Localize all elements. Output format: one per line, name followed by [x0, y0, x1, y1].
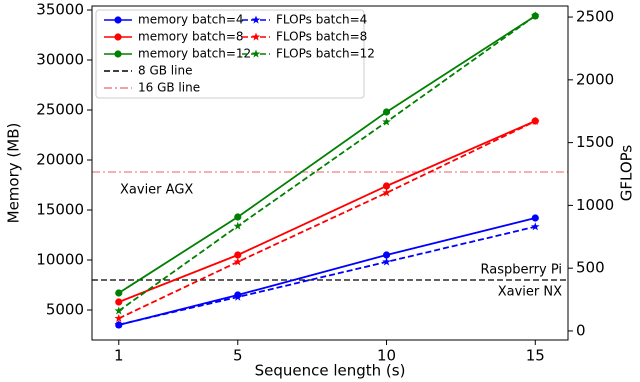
legend-box: [95, 9, 365, 99]
x-tick-label: 10: [377, 347, 396, 365]
x-tick-label: 5: [233, 347, 243, 365]
annotation: Xavier AGX: [120, 183, 193, 198]
marker: [382, 257, 391, 266]
y2-tick-label: 2500: [576, 8, 614, 26]
legend: memory batch=4 memory batch=8 memory batch…: [95, 9, 375, 99]
legend-marker: [114, 16, 122, 24]
x-axis-label: Sequence length (s): [255, 362, 406, 380]
y-tick-label: 5000: [46, 301, 84, 319]
series-line: [118, 217, 536, 326]
marker: [233, 292, 243, 301]
marker: [115, 298, 123, 306]
legend-marker: [251, 15, 261, 24]
marker: [233, 257, 243, 266]
marker: [382, 108, 391, 116]
legend-label: memory batch=4: [138, 13, 244, 27]
series-line: [118, 15, 536, 312]
marker: [531, 214, 539, 222]
marker: [531, 11, 540, 20]
legend-label: 16 GB line: [138, 81, 200, 95]
y-tick-label: 20000: [36, 151, 84, 169]
y-tick-label: 30000: [36, 51, 84, 69]
legend-marker: [251, 49, 261, 58]
plot-frame: [91, 5, 569, 341]
legend-label: memory batch=12: [138, 47, 251, 61]
marker: [114, 306, 124, 315]
marker: [382, 188, 391, 197]
marker: [114, 320, 124, 329]
annotation: Xavier NX: [498, 285, 562, 300]
y-tick-label: 35000: [36, 1, 84, 19]
x-tick-label: 1: [114, 347, 124, 365]
y-tick-label: 25000: [36, 101, 84, 119]
series-line: [118, 120, 536, 320]
y2-tick-label: 0: [576, 321, 586, 339]
marker: [382, 182, 391, 190]
marker: [531, 116, 540, 125]
y2-tick-label: 1000: [576, 196, 614, 214]
marker: [233, 221, 243, 230]
legend-label: FLOPs batch=12: [276, 47, 375, 61]
marker: [382, 117, 391, 126]
legend-marker: [114, 33, 122, 41]
series-line: [118, 225, 536, 326]
legend-marker: [251, 32, 261, 41]
y-axis-label: Memory (MB): [5, 123, 23, 224]
marker: [114, 313, 124, 322]
series-line: [118, 15, 536, 294]
annotation: Raspberry Pi: [481, 263, 562, 278]
marker: [234, 251, 242, 259]
y-tick-label: 10000: [36, 251, 84, 269]
y2-axis-label: GFLOPs: [618, 145, 636, 202]
legend-label: FLOPs batch=8: [276, 30, 367, 44]
y-tick-label: 15000: [36, 201, 84, 219]
series-line: [118, 120, 536, 303]
legend-label: FLOPs batch=4: [276, 13, 367, 27]
legend-label: 8 GB line: [138, 64, 192, 78]
y2-tick-label: 2000: [576, 70, 614, 88]
y2-tick-label: 1500: [576, 133, 614, 151]
marker: [115, 289, 123, 297]
marker: [382, 251, 391, 259]
legend-marker: [114, 50, 122, 58]
marker: [531, 222, 540, 231]
marker: [234, 213, 242, 221]
legend-label: memory batch=8: [138, 30, 244, 44]
y2-tick-label: 500: [576, 259, 605, 277]
x-tick-label: 15: [526, 347, 545, 365]
